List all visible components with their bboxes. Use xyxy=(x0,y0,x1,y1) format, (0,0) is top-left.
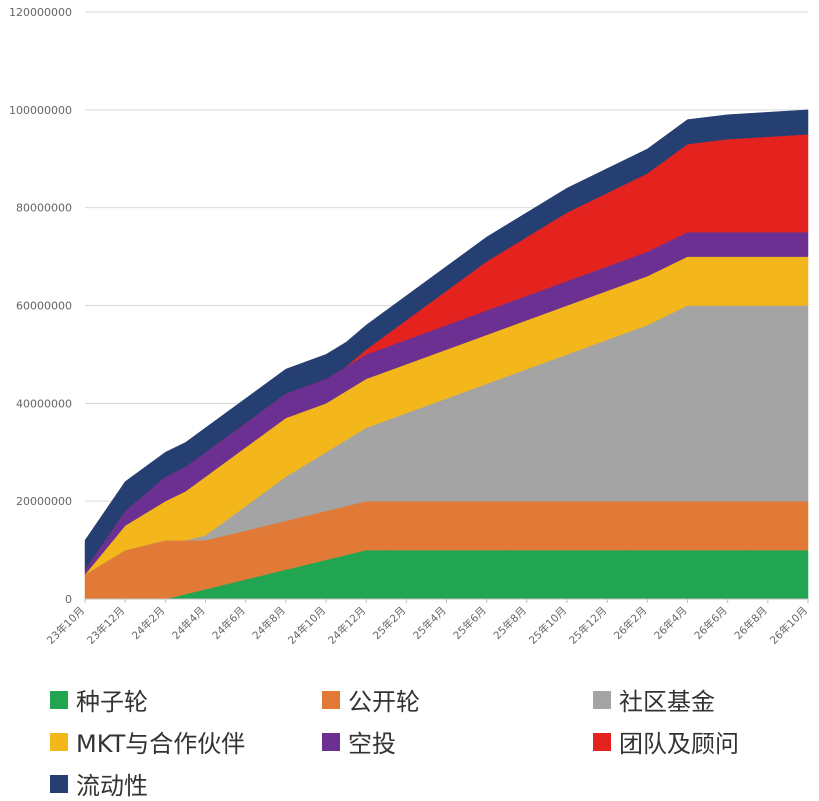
x-tick-label: 25年2月 xyxy=(370,604,408,642)
y-axis-ticks: 0 20000000 40000000 60000000 80000000 1000000… xyxy=(9,6,72,606)
x-tick-label: 24年8月 xyxy=(250,604,288,642)
x-tick-label: 25年12月 xyxy=(566,604,609,647)
legend-item-public: 公开轮 xyxy=(322,682,420,717)
legend-swatch-public xyxy=(322,690,340,709)
x-tick-label: 23年10月 xyxy=(44,604,87,647)
y-tick-label: 120000000 xyxy=(9,6,72,19)
x-tick-label: 24年10月 xyxy=(285,604,328,647)
legend-swatch-seed xyxy=(50,690,68,709)
x-tick-label: 26年2月 xyxy=(611,604,649,642)
x-tick-label: 25年4月 xyxy=(410,604,448,642)
x-tick-label: 24年2月 xyxy=(129,604,167,642)
legend-swatch-airdrop xyxy=(322,732,340,751)
legend-item-liquidity: 流动性 xyxy=(50,766,148,801)
x-tick-label: 25年6月 xyxy=(451,604,489,642)
y-tick-label: 20000000 xyxy=(16,495,72,508)
x-tick-label: 23年12月 xyxy=(84,604,127,647)
y-tick-label: 40000000 xyxy=(16,397,72,410)
legend-label-public: 公开轮 xyxy=(348,688,420,716)
stacked-area-chart: 0 20000000 40000000 60000000 80000000 1000000… xyxy=(9,6,810,647)
legend-swatch-team xyxy=(593,732,611,751)
legend-item-community: 社区基金 xyxy=(593,682,715,717)
x-tick-label: 26年10月 xyxy=(767,604,810,647)
area-series-6 xyxy=(84,109,809,571)
legend-item-airdrop: 空投 xyxy=(322,724,396,759)
x-tick-label: 24年4月 xyxy=(169,604,207,642)
legend-label-airdrop: 空投 xyxy=(348,730,396,758)
legend-label-mkt: MKT与合作伙伴 xyxy=(76,730,246,758)
y-tick-label: 60000000 xyxy=(16,300,72,313)
x-tick-label: 24年6月 xyxy=(210,604,248,642)
legend-swatch-community xyxy=(593,690,611,709)
legend-label-community: 社区基金 xyxy=(619,688,715,716)
x-tick-label: 25年10月 xyxy=(526,604,569,647)
legend-item-mkt: MKT与合作伙伴 xyxy=(50,724,245,759)
legend-item-seed: 种子轮 xyxy=(50,682,148,717)
x-tick-label: 26年6月 xyxy=(692,604,730,642)
x-tick-label: 26年8月 xyxy=(732,604,770,642)
legend-swatch-liquidity xyxy=(50,774,68,793)
x-tick-label: 24年12月 xyxy=(325,604,368,647)
x-tick-label: 26年4月 xyxy=(651,604,689,642)
legend-label-seed: 种子轮 xyxy=(76,688,148,716)
y-tick-label: 0 xyxy=(65,593,72,606)
legend: 种子轮 公开轮 社区基金 MKT与合作伙伴 空投 团队及顾问 流动性 xyxy=(0,672,819,801)
area-series-layer xyxy=(84,109,809,600)
legend-label-team: 团队及顾问 xyxy=(619,730,739,758)
legend-label-liquidity: 流动性 xyxy=(76,772,148,800)
x-tick-label: 25年8月 xyxy=(491,604,529,642)
legend-item-team: 团队及顾问 xyxy=(593,724,739,759)
y-tick-label: 80000000 xyxy=(16,202,72,215)
y-tick-label: 100000000 xyxy=(9,104,72,117)
legend-swatch-mkt xyxy=(50,732,68,751)
